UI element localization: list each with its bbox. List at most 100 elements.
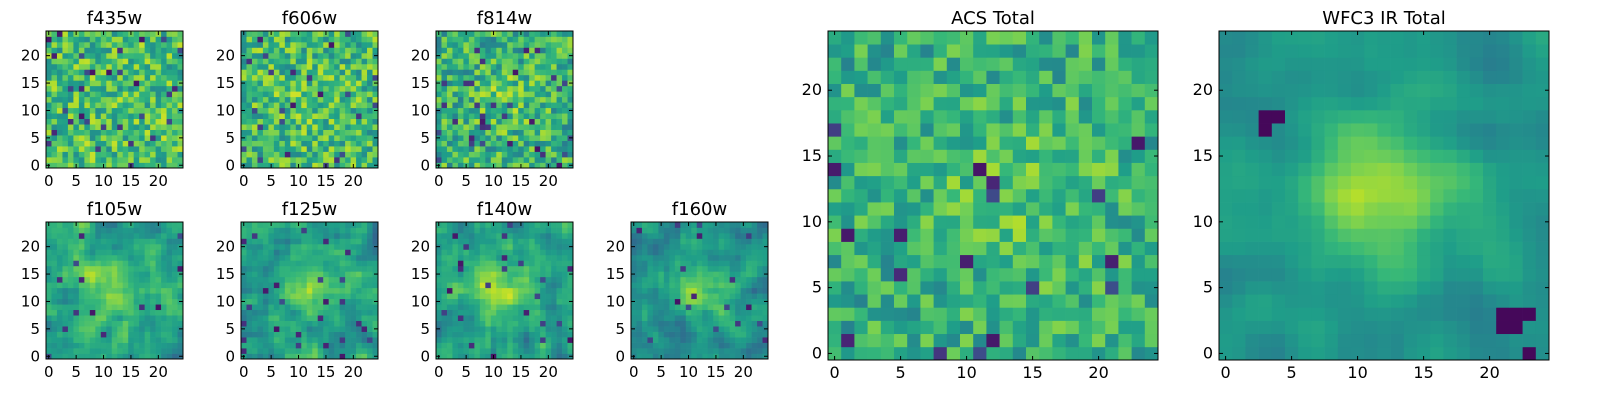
heatmap-cell — [257, 265, 264, 272]
heatmap-cell — [301, 243, 308, 250]
heatmap-cell — [155, 124, 162, 130]
heatmap-cell — [279, 265, 286, 272]
heatmap-cell — [117, 243, 124, 250]
heatmap-cell — [463, 232, 470, 239]
heatmap-cell — [251, 129, 258, 136]
heatmap-cell — [468, 36, 475, 43]
heatmap-cell — [762, 276, 769, 283]
heatmap-cell — [556, 282, 563, 289]
heatmap-cell — [161, 63, 167, 70]
heatmap-cell — [345, 74, 351, 81]
heatmap-cell — [328, 47, 335, 54]
heatmap-cell — [540, 298, 546, 305]
heatmap-cell — [89, 91, 96, 98]
heatmap-cell — [463, 80, 470, 87]
heatmap-cell — [301, 31, 308, 37]
heatmap-cell — [567, 63, 574, 70]
heatmap-cell — [1039, 320, 1053, 335]
heatmap-cell — [540, 227, 546, 234]
heatmap-cell — [674, 287, 681, 294]
heatmap-cell — [155, 254, 162, 261]
heatmap-cell — [51, 58, 58, 65]
heatmap-cell — [290, 265, 297, 272]
heatmap-cell — [56, 113, 63, 120]
heatmap-cell — [172, 140, 178, 147]
heatmap-cell — [540, 140, 546, 147]
heatmap-cell — [251, 304, 258, 311]
heatmap-cell — [436, 227, 442, 234]
heatmap-cell — [128, 107, 135, 114]
heatmap-cell — [507, 162, 514, 169]
heatmap-cell — [62, 85, 69, 92]
heatmap-cell — [317, 36, 324, 43]
heatmap-cell — [474, 293, 481, 300]
heatmap-cell — [273, 243, 280, 250]
heatmap-cell — [446, 222, 453, 228]
heatmap-cell — [56, 249, 63, 256]
heatmap-cell — [246, 135, 253, 141]
heatmap-cell — [350, 124, 357, 130]
heatmap-cell — [762, 265, 769, 272]
heatmap-cell — [496, 47, 503, 54]
heatmap-cell — [155, 85, 162, 92]
heatmap-cell — [290, 113, 297, 120]
heatmap-cell — [468, 135, 475, 141]
heatmap-cell — [350, 41, 357, 48]
heatmap-cell — [999, 149, 1014, 163]
heatmap-cell — [551, 74, 557, 81]
heatmap-cell — [1052, 294, 1066, 308]
heatmap-cell — [729, 238, 736, 245]
heatmap-cell — [680, 271, 687, 278]
heatmap-cell — [540, 74, 546, 81]
heatmap-cell — [356, 85, 362, 92]
heatmap-cell — [762, 227, 769, 234]
heatmap-cell — [907, 333, 921, 348]
heatmap-cell — [468, 254, 475, 261]
heatmap-cell — [106, 287, 113, 294]
heatmap-cell — [894, 307, 908, 321]
heatmap-cell — [89, 107, 96, 114]
heatmap-cell — [534, 249, 541, 256]
heatmap-cell — [663, 260, 670, 267]
heatmap-cell — [441, 80, 448, 87]
heatmap-cell — [339, 326, 346, 332]
heatmap-cell — [323, 96, 330, 103]
heatmap-cell — [551, 276, 557, 283]
heatmap-cell — [273, 41, 280, 48]
heatmap-cell — [295, 113, 302, 120]
heatmap-cell — [117, 80, 124, 87]
heatmap-cell — [51, 36, 58, 43]
heatmap-cell — [1131, 175, 1146, 190]
heatmap-cell — [117, 315, 124, 321]
heatmap-cell — [372, 74, 379, 81]
heatmap-cell — [762, 304, 769, 311]
heatmap-cell — [139, 243, 145, 250]
heatmap-cell — [111, 276, 118, 283]
heatmap-cell — [452, 124, 459, 130]
heatmap-cell — [356, 124, 362, 130]
heatmap-cell — [880, 294, 895, 308]
heatmap-cell — [161, 74, 167, 81]
heatmap-cell — [246, 315, 253, 321]
heatmap-cell — [295, 107, 302, 114]
heatmap-cell — [161, 151, 167, 158]
heatmap-cell — [457, 293, 464, 300]
heatmap-cell — [663, 222, 670, 228]
heatmap-cell — [496, 243, 503, 250]
heatmap-cell — [507, 96, 514, 103]
heatmap-cell — [674, 320, 681, 327]
heatmap-cell — [452, 36, 459, 43]
heatmap-cell — [356, 63, 362, 70]
heatmap-cell — [691, 254, 698, 261]
heatmap-cell — [501, 107, 508, 114]
heatmap-cell — [172, 41, 178, 48]
heatmap-cell — [696, 271, 703, 278]
heatmap-cell — [67, 96, 74, 103]
heatmap-cell — [540, 162, 546, 169]
heatmap-cell — [89, 265, 96, 272]
heatmap-cell — [691, 243, 698, 250]
heatmap-cell — [117, 265, 124, 272]
heatmap-cell — [350, 315, 357, 321]
heatmap-cell — [279, 58, 286, 65]
heatmap-cell — [268, 118, 275, 125]
